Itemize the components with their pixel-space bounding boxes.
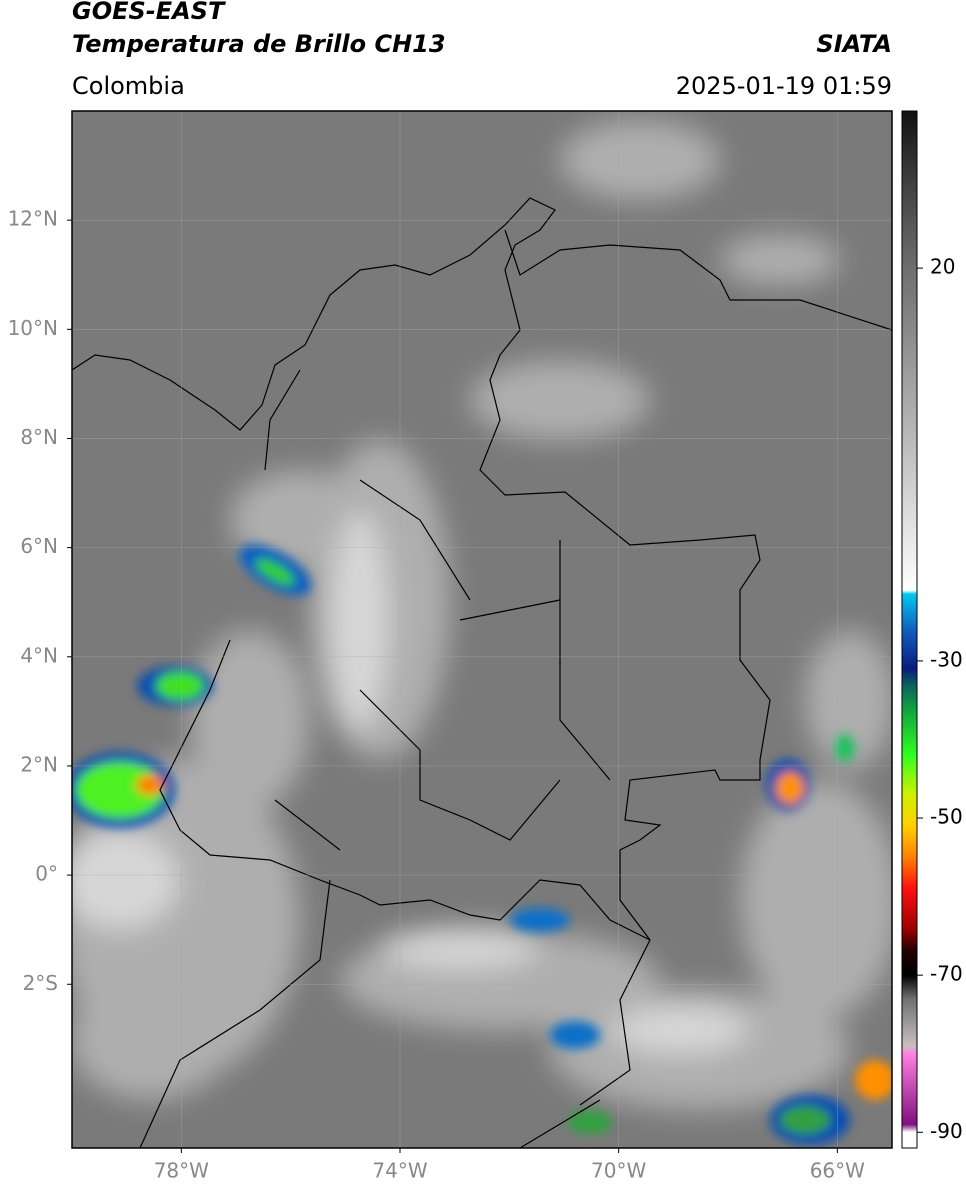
- x-tick-label: 74°W: [372, 1159, 427, 1183]
- title: GOES-EAST: [72, 0, 226, 25]
- y-tick-label: 0°: [35, 862, 58, 886]
- y-tick-label: 6°N: [20, 534, 58, 558]
- colorbar-tick-label: -50: [930, 805, 963, 829]
- borders: [72, 197, 892, 1148]
- x-tick-label: 78°W: [154, 1159, 209, 1183]
- subtitle: Temperatura de Brillo CH13: [72, 30, 446, 58]
- x-tick-label: 70°W: [591, 1159, 646, 1183]
- colorbar-tick-label: -70: [930, 962, 963, 986]
- y-tick-label: 2°S: [23, 971, 58, 995]
- y-tick-label: 2°N: [20, 752, 58, 776]
- datetime: 2025-01-19 01:59: [676, 72, 892, 100]
- y-tick-label: 10°N: [8, 316, 58, 340]
- y-tick-label: 8°N: [20, 425, 58, 449]
- colorbar-tick-label: -30: [930, 647, 963, 671]
- colorbar-tick-label: 20: [930, 255, 955, 279]
- map-frame: [71, 110, 893, 1149]
- source: SIATA: [816, 30, 892, 58]
- colorbar-tick-label: -90: [930, 1119, 963, 1143]
- satellite-image: [72, 111, 892, 1148]
- y-tick-label: 4°N: [20, 643, 58, 667]
- y-tick-label: 12°N: [8, 207, 58, 231]
- grid: [72, 111, 892, 1148]
- colorbar: [901, 110, 918, 1149]
- region: Colombia: [72, 72, 185, 100]
- x-tick-label: 66°W: [810, 1159, 865, 1183]
